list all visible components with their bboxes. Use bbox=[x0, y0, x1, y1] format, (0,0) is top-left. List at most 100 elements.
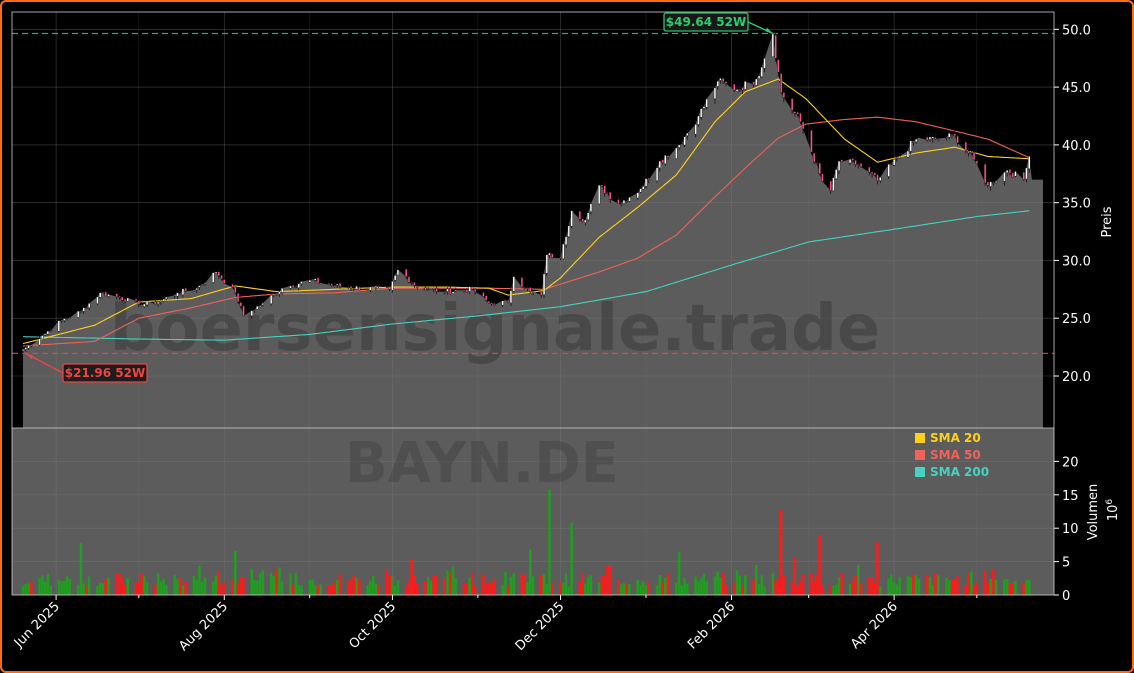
candle-body bbox=[1014, 171, 1017, 177]
candle-body bbox=[236, 293, 240, 303]
volume-bar bbox=[597, 582, 601, 595]
candle-body bbox=[722, 78, 725, 82]
candle-body bbox=[926, 136, 929, 141]
volume-bar bbox=[159, 581, 163, 595]
candle-body bbox=[774, 34, 777, 59]
volume-bar bbox=[642, 581, 645, 595]
candle-body bbox=[587, 212, 590, 220]
candle-body bbox=[542, 273, 546, 295]
price-axis-label: Preis bbox=[1100, 206, 1115, 237]
candle-body bbox=[201, 284, 204, 286]
volume-bar bbox=[782, 576, 786, 595]
candle-body bbox=[118, 296, 121, 298]
candle-body bbox=[937, 138, 940, 140]
candle-body bbox=[859, 163, 863, 168]
volume-bar bbox=[107, 577, 110, 595]
candle-body bbox=[181, 288, 185, 296]
candle-body bbox=[297, 283, 300, 288]
volume-bar bbox=[578, 582, 582, 595]
candle-body bbox=[719, 78, 722, 81]
candle-body bbox=[821, 173, 824, 182]
candle-body bbox=[173, 295, 176, 297]
candle-body bbox=[548, 252, 551, 256]
volume-bar bbox=[1011, 583, 1014, 595]
candle-body bbox=[989, 181, 992, 187]
candle-body bbox=[967, 150, 970, 154]
volume-bar bbox=[484, 583, 488, 595]
volume-bar bbox=[744, 575, 747, 595]
volume-bar bbox=[603, 576, 606, 595]
volume-bar bbox=[1014, 581, 1017, 595]
candle-body bbox=[57, 320, 61, 332]
volume-bar bbox=[46, 574, 50, 595]
volume-bar bbox=[468, 577, 471, 595]
candle-body bbox=[41, 335, 44, 340]
volume-bar bbox=[427, 577, 430, 595]
candle-body bbox=[686, 132, 689, 136]
candle-body bbox=[454, 290, 457, 292]
candle-body bbox=[956, 135, 959, 144]
volume-bar bbox=[24, 584, 27, 595]
candle-body bbox=[540, 291, 543, 296]
candle-body bbox=[970, 152, 973, 154]
volume-bar bbox=[879, 586, 882, 595]
candle-body bbox=[352, 288, 355, 290]
volume-bar bbox=[57, 579, 61, 595]
price-tick-label: 50.0 bbox=[1062, 23, 1091, 38]
volume-bar bbox=[234, 550, 237, 595]
volume-bar bbox=[118, 573, 121, 595]
candle-body bbox=[620, 203, 623, 205]
volume-bar bbox=[429, 580, 433, 595]
volume-bar bbox=[424, 581, 427, 595]
volume-bar bbox=[600, 576, 604, 595]
volume-bar bbox=[314, 585, 317, 595]
candle-body bbox=[154, 301, 157, 305]
volume-bar bbox=[956, 576, 959, 595]
volume-bar bbox=[509, 576, 513, 595]
volume-bar bbox=[165, 584, 168, 595]
date-tick-label: Dec 2025 bbox=[513, 599, 568, 654]
volume-bar bbox=[832, 585, 835, 595]
volume-bar bbox=[589, 575, 593, 595]
legend-swatch bbox=[915, 433, 925, 443]
volume-unit-exponent: 6 bbox=[1105, 499, 1115, 505]
volume-bar bbox=[912, 574, 915, 595]
price-tick-label: 25.0 bbox=[1062, 312, 1091, 327]
volume-bar bbox=[892, 582, 896, 595]
volume-bar bbox=[639, 585, 642, 595]
volume-bar bbox=[176, 579, 179, 595]
candle-body bbox=[292, 285, 295, 288]
candle-body bbox=[220, 275, 223, 280]
candle-body bbox=[895, 158, 899, 160]
candle-body bbox=[145, 300, 149, 306]
candle-body bbox=[176, 292, 179, 297]
volume-bar bbox=[664, 577, 667, 595]
volume-bar bbox=[835, 585, 838, 595]
candle-body bbox=[275, 293, 278, 295]
candle-body bbox=[24, 347, 27, 350]
candle-body bbox=[755, 78, 758, 86]
candle-body bbox=[589, 203, 593, 212]
volume-bar bbox=[294, 572, 298, 595]
candle-body bbox=[468, 286, 471, 292]
volume-bar bbox=[970, 571, 973, 595]
volume-bar bbox=[405, 586, 408, 595]
volume-bar bbox=[1028, 580, 1031, 595]
candle-body bbox=[192, 290, 196, 292]
volume-bar bbox=[793, 556, 797, 595]
volume-bar bbox=[526, 582, 529, 595]
candle-body bbox=[771, 33, 775, 57]
volume-bar bbox=[964, 586, 967, 595]
candle-body bbox=[242, 305, 245, 317]
volume-bar bbox=[840, 573, 843, 595]
volume-bar bbox=[796, 584, 799, 595]
volume-bar bbox=[790, 582, 794, 595]
volume-bar bbox=[407, 580, 411, 595]
volume-bar bbox=[358, 580, 361, 595]
volume-bar bbox=[253, 580, 256, 595]
candle-body bbox=[388, 286, 391, 290]
volume-bar bbox=[937, 575, 940, 595]
candle-body bbox=[355, 286, 358, 290]
candle-body bbox=[253, 309, 256, 312]
candle-body bbox=[391, 281, 394, 291]
